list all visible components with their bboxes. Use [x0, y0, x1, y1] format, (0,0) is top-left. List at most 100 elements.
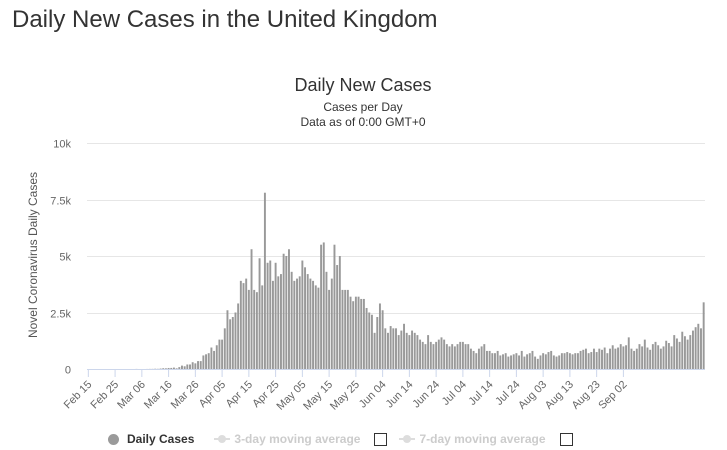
daily-cases-bar[interactable]: [622, 346, 625, 369]
daily-cases-bar[interactable]: [413, 332, 416, 369]
daily-cases-bar[interactable]: [555, 356, 558, 369]
daily-cases-bar[interactable]: [689, 335, 692, 369]
daily-cases-bar[interactable]: [488, 350, 491, 369]
daily-cases-bar[interactable]: [186, 364, 189, 369]
daily-cases-bar[interactable]: [520, 350, 523, 369]
daily-cases-bar[interactable]: [576, 353, 579, 369]
daily-cases-bar[interactable]: [635, 348, 638, 369]
daily-cases-bar[interactable]: [421, 341, 424, 369]
daily-cases-bar[interactable]: [226, 310, 229, 369]
daily-cases-bar[interactable]: [435, 341, 438, 369]
daily-cases-bar[interactable]: [207, 353, 210, 369]
daily-cases-bar[interactable]: [271, 280, 274, 369]
daily-cases-bar[interactable]: [344, 289, 347, 369]
daily-cases-bar[interactable]: [617, 347, 620, 369]
daily-cases-bar[interactable]: [552, 355, 555, 369]
daily-cases-bar[interactable]: [330, 278, 333, 369]
daily-cases-bar[interactable]: [560, 353, 563, 369]
daily-cases-bar[interactable]: [544, 354, 547, 369]
daily-cases-bar[interactable]: [445, 344, 448, 369]
daily-cases-bar[interactable]: [277, 276, 280, 369]
daily-cases-bar[interactable]: [215, 345, 218, 369]
daily-cases-bar[interactable]: [218, 339, 221, 369]
daily-cases-bar[interactable]: [700, 328, 702, 369]
daily-cases-bar[interactable]: [365, 307, 368, 369]
daily-cases-bar[interactable]: [512, 354, 515, 369]
daily-cases-bar[interactable]: [261, 285, 264, 369]
daily-cases-bar[interactable]: [643, 339, 646, 369]
daily-cases-bar[interactable]: [242, 283, 245, 369]
daily-cases-bar[interactable]: [472, 350, 475, 369]
daily-cases-bar[interactable]: [469, 348, 472, 369]
daily-cases-bar[interactable]: [440, 337, 443, 369]
daily-cases-bar[interactable]: [384, 328, 387, 369]
daily-cases-bar[interactable]: [683, 336, 686, 369]
daily-cases-bar[interactable]: [467, 344, 470, 369]
legend-item-7-day-average[interactable]: 7-day moving average: [399, 432, 546, 446]
daily-cases-bar[interactable]: [536, 358, 539, 369]
daily-cases-bar[interactable]: [681, 331, 684, 369]
daily-cases-bar[interactable]: [250, 249, 253, 369]
daily-cases-bar[interactable]: [239, 280, 242, 369]
daily-cases-bar[interactable]: [189, 364, 191, 369]
daily-cases-bar[interactable]: [611, 345, 614, 369]
daily-cases-bar[interactable]: [528, 353, 531, 369]
daily-cases-bar[interactable]: [590, 352, 593, 369]
daily-cases-bar[interactable]: [686, 339, 689, 369]
daily-cases-bar[interactable]: [475, 353, 478, 369]
daily-cases-bar[interactable]: [290, 271, 293, 369]
daily-cases-bar[interactable]: [314, 285, 317, 369]
daily-cases-bar[interactable]: [360, 298, 363, 369]
daily-cases-bar[interactable]: [269, 260, 272, 369]
daily-cases-bar[interactable]: [293, 280, 296, 369]
daily-cases-bar[interactable]: [558, 355, 561, 369]
daily-cases-bar[interactable]: [550, 350, 553, 369]
daily-cases-bar[interactable]: [205, 354, 208, 369]
daily-cases-bar[interactable]: [306, 274, 309, 369]
daily-cases-bar[interactable]: [387, 332, 389, 369]
legend-item-3-day-average[interactable]: 3-day moving average: [214, 432, 360, 446]
daily-cases-bar[interactable]: [258, 258, 261, 369]
daily-cases-bar[interactable]: [175, 368, 178, 369]
daily-cases-bar[interactable]: [453, 346, 456, 369]
daily-cases-bar[interactable]: [234, 312, 237, 370]
daily-cases-bar[interactable]: [191, 362, 194, 369]
daily-cases-bar[interactable]: [352, 301, 355, 369]
daily-cases-bar[interactable]: [223, 328, 226, 369]
daily-cases-bar[interactable]: [167, 367, 170, 369]
daily-cases-bar[interactable]: [593, 348, 595, 369]
daily-cases-bar[interactable]: [253, 289, 256, 369]
daily-cases-bar[interactable]: [416, 335, 419, 369]
daily-cases-bar[interactable]: [678, 341, 681, 369]
daily-cases-bar[interactable]: [378, 303, 381, 369]
daily-cases-bar[interactable]: [304, 267, 307, 369]
daily-cases-bar[interactable]: [357, 296, 360, 369]
daily-cases-bar[interactable]: [373, 332, 376, 369]
daily-cases-bar[interactable]: [381, 310, 384, 369]
daily-cases-bar[interactable]: [247, 289, 250, 369]
daily-cases-bar[interactable]: [301, 260, 304, 369]
daily-cases-bar[interactable]: [483, 344, 486, 369]
daily-cases-bar[interactable]: [221, 339, 224, 369]
daily-cases-bar[interactable]: [181, 365, 183, 369]
daily-cases-bar[interactable]: [654, 341, 657, 369]
daily-cases-bar[interactable]: [667, 343, 670, 369]
daily-cases-bar[interactable]: [496, 350, 499, 369]
daily-cases-bar[interactable]: [451, 344, 454, 369]
daily-cases-bar[interactable]: [164, 368, 167, 369]
daily-cases-bar[interactable]: [341, 289, 344, 369]
daily-cases-bar[interactable]: [568, 353, 571, 369]
daily-cases-bar[interactable]: [609, 348, 611, 369]
daily-cases-bar[interactable]: [376, 317, 379, 369]
daily-cases-bar[interactable]: [370, 314, 373, 369]
daily-cases-bar[interactable]: [424, 344, 427, 369]
daily-cases-bar[interactable]: [486, 350, 488, 369]
daily-cases-bar[interactable]: [346, 289, 349, 369]
daily-cases-bar[interactable]: [566, 352, 569, 369]
daily-cases-bar[interactable]: [170, 367, 173, 369]
daily-cases-bar[interactable]: [419, 339, 422, 369]
daily-cases-bar[interactable]: [443, 339, 446, 369]
daily-cases-bar[interactable]: [459, 341, 462, 369]
daily-cases-bar[interactable]: [231, 317, 234, 369]
daily-cases-bar[interactable]: [199, 361, 202, 369]
